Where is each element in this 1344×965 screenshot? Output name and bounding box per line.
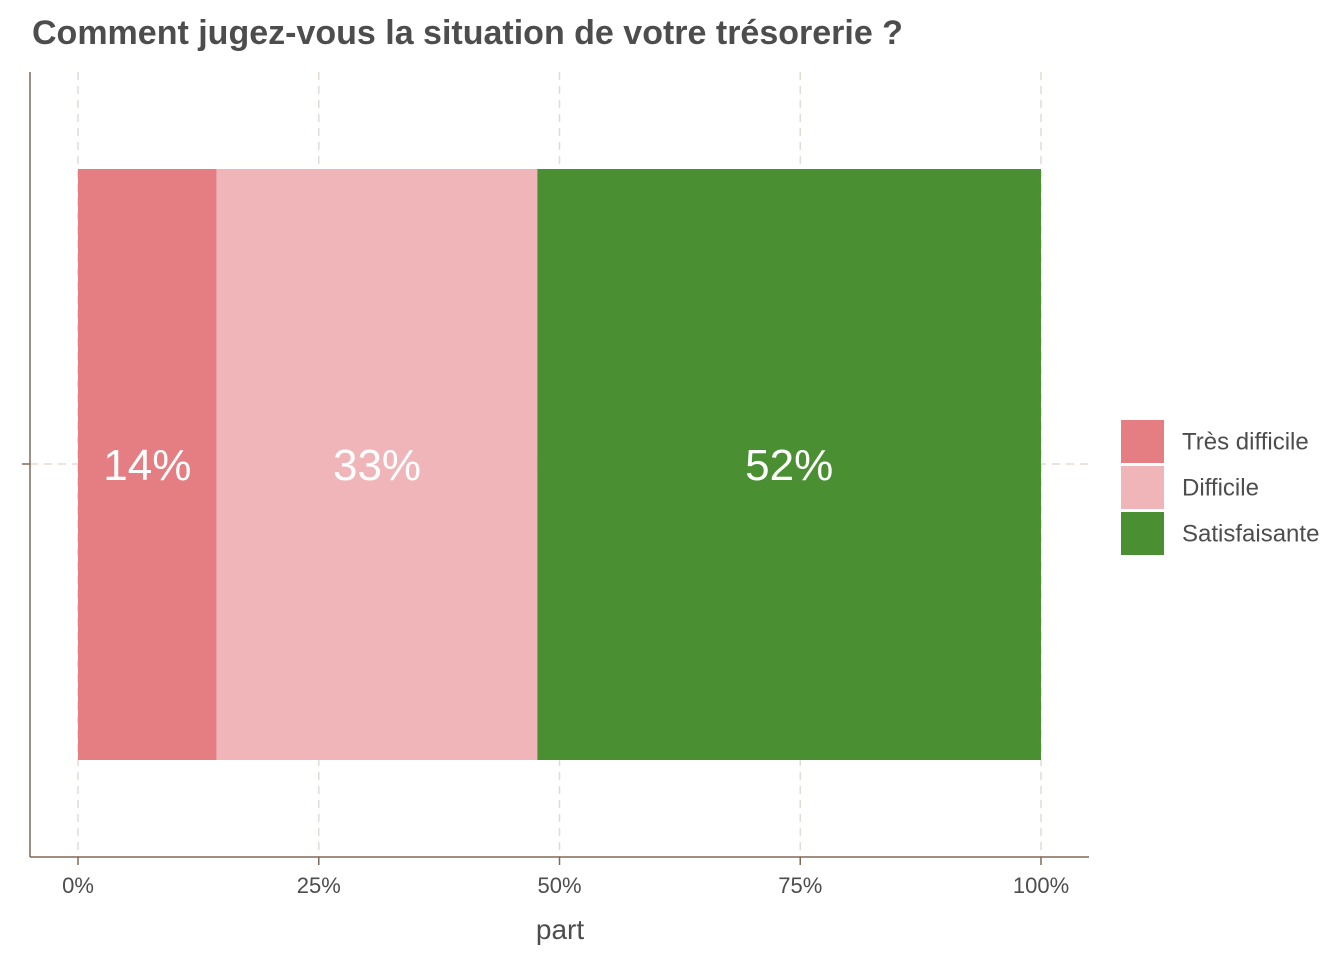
- x-axis-ticks: 0% 25% 50% 75% 100%: [62, 857, 1069, 898]
- bar-segment: [537, 169, 1041, 760]
- x-tick-label: 0%: [62, 873, 94, 898]
- data-labels: 14% 33% 52%: [103, 441, 833, 490]
- legend: Très difficile Difficile Satisfaisante: [1121, 420, 1319, 555]
- legend-key: [1121, 512, 1164, 555]
- data-label: 33%: [333, 441, 421, 490]
- legend-label: Difficile: [1182, 475, 1259, 502]
- bar-segment: [78, 169, 217, 760]
- legend-label: Satisfaisante: [1182, 521, 1319, 548]
- legend-key: [1121, 466, 1164, 509]
- chart-title: Comment jugez-vous la situation de votre…: [32, 14, 903, 52]
- x-tick-label: 25%: [297, 873, 341, 898]
- x-tick-label: 75%: [778, 873, 822, 898]
- bar-segment: [216, 169, 538, 760]
- data-label: 14%: [103, 441, 191, 490]
- x-tick-label: 100%: [1013, 873, 1069, 898]
- x-tick-label: 50%: [537, 873, 581, 898]
- data-label: 52%: [745, 441, 833, 490]
- legend-key: [1121, 420, 1164, 463]
- legend-label: Très difficile: [1182, 429, 1309, 456]
- x-axis-title: part: [536, 914, 584, 945]
- bars: [78, 169, 1041, 760]
